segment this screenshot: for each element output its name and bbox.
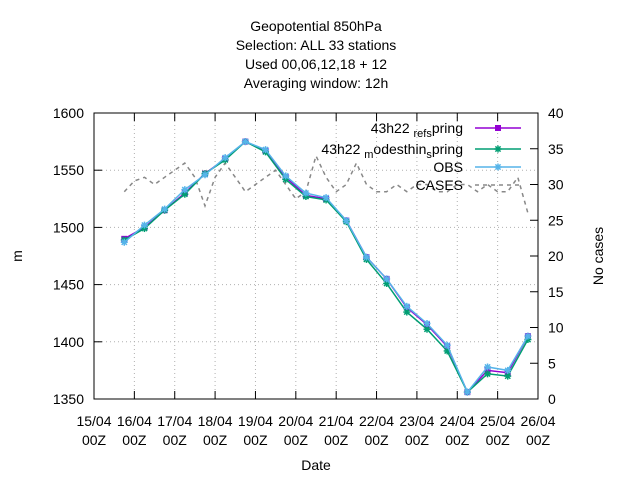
data-point <box>342 217 350 225</box>
x-tick-label: 00Z <box>364 432 389 448</box>
y-tick-label: 1350 <box>53 391 84 407</box>
y-tick-label: 1500 <box>53 219 84 235</box>
data-point <box>282 172 290 180</box>
data-point <box>484 370 492 378</box>
y-axis: 1350 1400 1450 1500 1550 1600 <box>53 105 102 407</box>
legend-label: OBS <box>433 159 463 175</box>
x-tick-label: 21/04 <box>319 413 354 429</box>
y-tick-label: 1550 <box>53 162 84 178</box>
data-point <box>463 388 471 396</box>
x-tick-label: 00Z <box>405 432 430 448</box>
y2-tick-label: 40 <box>548 105 564 121</box>
x-tick-label: 15/04 <box>76 413 111 429</box>
y2-tick-label: 30 <box>548 177 564 193</box>
legend-label: 43h22 refspring <box>371 120 463 140</box>
x-tick-label: 22/04 <box>359 413 394 429</box>
title-line: Geopotential 850hPa <box>250 18 382 34</box>
plot-frame <box>93 112 539 400</box>
data-point <box>403 302 411 310</box>
x-tick-label: 26/04 <box>520 413 555 429</box>
y2-axis: 0 5 10 15 20 25 30 35 40 <box>530 105 564 407</box>
title-line: Averaging window: 12h <box>244 75 389 91</box>
x-tick-label: 25/04 <box>480 413 515 429</box>
legend-label: CASES <box>416 177 463 193</box>
legend-marker <box>495 125 501 131</box>
data-point <box>383 275 391 283</box>
data-point <box>221 154 229 162</box>
data-point <box>181 186 189 194</box>
series <box>120 138 532 396</box>
data-point <box>120 238 128 246</box>
x-tick-label: 00Z <box>82 432 107 448</box>
data-point <box>362 253 370 261</box>
x-tick-label: 00Z <box>324 432 349 448</box>
data-point <box>423 319 431 327</box>
x-tick-label: 16/04 <box>117 413 152 429</box>
x-tick-label: 00Z <box>486 432 511 448</box>
x-tick-label: 00Z <box>445 432 470 448</box>
legend-entry: OBS <box>433 159 521 175</box>
data-point <box>302 189 310 197</box>
y2-tick-label: 10 <box>548 320 564 336</box>
y2-tick-label: 15 <box>548 284 564 300</box>
x-tick-label: 00Z <box>243 432 268 448</box>
x-tick-label: 20/04 <box>278 413 313 429</box>
y-tick-label: 1600 <box>53 105 84 121</box>
y-tick-label: 1400 <box>53 334 84 350</box>
y2-tick-label: 5 <box>548 355 556 371</box>
legend-entry: CASES <box>416 177 521 193</box>
data-point <box>201 171 209 179</box>
x-tick-label: 18/04 <box>198 413 233 429</box>
x-tick-label: 17/04 <box>157 413 192 429</box>
legend-entry: 43h22 modesthinspring <box>321 141 521 161</box>
series-cases <box>123 153 529 214</box>
chart-title: Geopotential 850hPa Selection: ALL 33 sta… <box>236 18 397 91</box>
series-43h22-ref-spring <box>121 138 531 396</box>
x-axis: 15/04 00Z 16/04 00Z 17/04 00Z 18/04 00Z 19/04 00Z… <box>76 113 556 448</box>
y-axis-label: m <box>9 250 25 262</box>
x-tick-label: 00Z <box>122 432 147 448</box>
data-point <box>241 138 249 146</box>
legend-marker <box>494 145 502 153</box>
series-43h22-modesthin-spring <box>120 138 532 396</box>
series-obs <box>120 138 532 396</box>
series-line <box>123 153 529 214</box>
x-tick-label: 00Z <box>284 432 309 448</box>
x-axis-label: Date <box>301 457 331 473</box>
data-point <box>262 146 270 154</box>
data-point <box>140 221 148 229</box>
legend-entry: 43h22 refspring <box>371 120 521 140</box>
series-line <box>123 140 529 394</box>
x-tick-label: 00Z <box>526 432 551 448</box>
data-point <box>504 366 512 374</box>
data-point <box>443 341 451 349</box>
grid <box>94 113 538 399</box>
data-point <box>322 194 330 202</box>
x-tick-label: 24/04 <box>440 413 475 429</box>
series-line <box>123 140 529 394</box>
legend-label: 43h22 modesthinspring <box>321 141 463 161</box>
data-point <box>161 205 169 213</box>
x-tick-label: 00Z <box>203 432 228 448</box>
title-line: Selection: ALL 33 stations <box>236 37 397 53</box>
x-tick-label: 00Z <box>163 432 188 448</box>
y2-tick-label: 35 <box>548 141 564 157</box>
legend-marker <box>494 163 502 171</box>
y2-tick-label: 0 <box>548 391 556 407</box>
data-point <box>484 363 492 371</box>
series-line <box>123 140 529 394</box>
data-point <box>524 332 532 340</box>
y2-tick-label: 20 <box>548 248 564 264</box>
x-tick-label: 19/04 <box>238 413 273 429</box>
y-tick-label: 1450 <box>53 277 84 293</box>
title-line: Used 00,06,12,18 + 12 <box>245 56 387 72</box>
y2-axis-label: No cases <box>590 227 606 285</box>
x-tick-label: 23/04 <box>399 413 434 429</box>
y2-tick-label: 25 <box>548 212 564 228</box>
